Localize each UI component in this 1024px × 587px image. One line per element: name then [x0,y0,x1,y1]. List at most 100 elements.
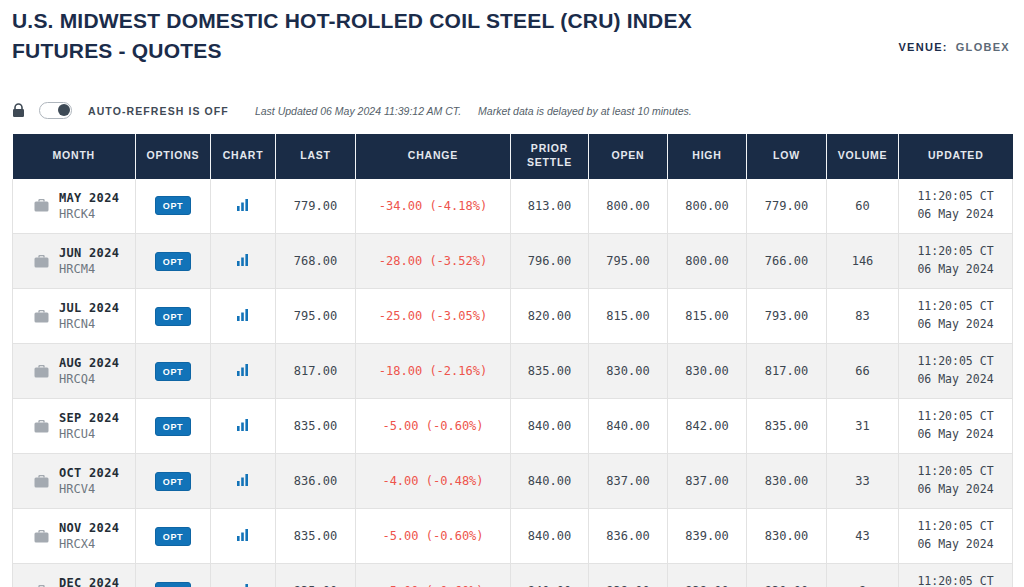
change-cell: -34.00 (-4.18%) [356,179,511,234]
high-cell: 837.00 [668,454,747,509]
bar-chart-icon[interactable] [236,418,250,431]
options-button[interactable]: OPT [155,527,191,546]
month-cell: SEP 2024 HRCU4 [13,399,136,454]
low-cell: 830.00 [747,454,827,509]
high-cell: 842.00 [668,399,747,454]
options-button[interactable]: OPT [155,417,191,436]
bar-chart-icon[interactable] [236,308,250,321]
contract-month: JUL 2024 [59,300,119,316]
options-button[interactable]: OPT [155,252,191,271]
options-cell: OPT [136,289,211,344]
last-cell: 835.00 [276,509,356,564]
delay-note: Market data is delayed by at least 10 mi… [478,105,692,117]
change-cell: -28.00 (-3.52%) [356,234,511,289]
bar-chart-icon[interactable] [236,253,250,266]
chart-cell [211,509,276,564]
auto-refresh-controls: AUTO-REFRESH IS OFF Last Updated 06 May … [12,100,1012,122]
options-button[interactable]: OPT [155,362,191,381]
briefcase-icon [34,475,49,488]
options-button[interactable]: OPT [155,582,191,587]
contract-code: HRCU4 [59,426,119,442]
contract-code: HRCM4 [59,261,119,277]
prior-settle-cell: 796.00 [511,234,589,289]
chart-cell [211,399,276,454]
bar-chart-icon[interactable] [236,583,250,587]
options-cell: OPT [136,179,211,234]
briefcase-icon [34,199,49,212]
updated-time: 11:20:05 CT [917,464,993,478]
page-title: U.S. MIDWEST DOMESTIC HOT-ROLLED COIL ST… [12,0,772,66]
column-header-updated: UPDATED [899,134,1013,179]
bar-chart-icon[interactable] [236,528,250,541]
table-body: MAY 2024 HRCK4 OPT 779.00 -34.00 ( [13,179,1013,587]
options-cell: OPT [136,509,211,564]
updated-time: 11:20:05 CT [917,244,993,258]
options-button[interactable]: OPT [155,196,191,215]
prior-settle-cell: 840.00 [511,564,589,587]
chart-cell [211,289,276,344]
column-header-high: HIGH [668,134,747,179]
change-cell: -4.00 (-0.48%) [356,454,511,509]
column-header-month: MONTH [13,134,136,179]
venue-label: VENUE: [898,41,947,53]
month-cell: NOV 2024 HRCX4 [13,509,136,564]
contract-month: AUG 2024 [59,355,119,371]
table-row: JUL 2024 HRCN4 OPT 795.00 -25.00 ( [13,289,1013,344]
contract-code: HRCV4 [59,481,119,497]
bar-chart-icon[interactable] [236,198,250,211]
updated-time: 11:20:05 CT [917,189,993,203]
column-header-volume: VOLUME [827,134,899,179]
table-row: AUG 2024 HRCQ4 OPT 817.00 -18.00 ( [13,344,1013,399]
prior-settle-cell: 813.00 [511,179,589,234]
high-cell: 830.00 [668,344,747,399]
briefcase-icon [34,255,49,268]
updated-date: 06 May 2024 [917,537,993,551]
volume-cell: 43 [827,509,899,564]
venue: VENUE: GLOBEX [898,41,1010,53]
contract-code: HRCN4 [59,316,119,332]
lock-icon [12,103,25,118]
updated-date: 06 May 2024 [917,317,993,331]
low-cell: 830.00 [747,564,827,587]
table-row: NOV 2024 HRCX4 OPT 835.00 -5.00 (- [13,509,1013,564]
low-cell: 830.00 [747,509,827,564]
bar-chart-icon[interactable] [236,363,250,376]
last-cell: 795.00 [276,289,356,344]
open-cell: 815.00 [589,289,668,344]
prior-settle-cell: 840.00 [511,509,589,564]
table-row: DEC 2024 HRCZ4 OPT 835.00 -5.00 (- [13,564,1013,587]
chart-cell [211,454,276,509]
low-cell: 766.00 [747,234,827,289]
column-header-options: OPTIONS [136,134,211,179]
bar-chart-icon[interactable] [236,473,250,486]
high-cell: 800.00 [668,179,747,234]
month-cell: OCT 2024 HRCV4 [13,454,136,509]
options-button[interactable]: OPT [155,472,191,491]
high-cell: 839.00 [668,564,747,587]
auto-refresh-toggle[interactable] [39,102,72,119]
column-header-last: LAST [276,134,356,179]
updated-date: 06 May 2024 [917,372,993,386]
last-cell: 768.00 [276,234,356,289]
last-cell: 836.00 [276,454,356,509]
updated-cell: 11:20:05 CT 06 May 2024 [899,179,1013,234]
open-cell: 840.00 [589,399,668,454]
open-cell: 795.00 [589,234,668,289]
contract-code: HRCK4 [59,206,119,222]
updated-date: 06 May 2024 [917,207,993,221]
open-cell: 839.00 [589,564,668,587]
prior-settle-cell: 840.00 [511,399,589,454]
quotes-table: MONTH OPTIONS CHART LAST CHANGE PRIOR SE… [12,134,1013,587]
toggle-knob [58,104,70,116]
contract-month: SEP 2024 [59,410,119,426]
volume-cell: 66 [827,344,899,399]
updated-cell: 11:20:05 CT 06 May 2024 [899,289,1013,344]
last-cell: 779.00 [276,179,356,234]
options-button[interactable]: OPT [155,307,191,326]
chart-cell [211,234,276,289]
last-cell: 835.00 [276,564,356,587]
updated-time: 11:20:05 CT [917,519,993,533]
chart-cell [211,179,276,234]
table-header: MONTH OPTIONS CHART LAST CHANGE PRIOR SE… [13,134,1013,179]
venue-value: GLOBEX [956,41,1010,53]
